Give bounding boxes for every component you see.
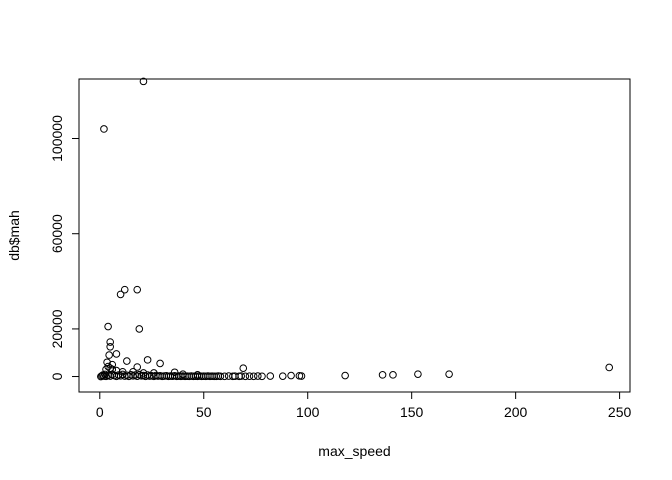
data-point (139, 77, 148, 86)
data-point (133, 285, 142, 294)
x-tick-label: 200 (504, 404, 528, 420)
x-tick-label: 150 (400, 404, 424, 420)
data-point (143, 356, 152, 364)
data-point (123, 357, 131, 365)
y-tick-label: 20000 (49, 309, 65, 348)
data-point (266, 372, 275, 380)
data-point (287, 371, 295, 380)
data-point (100, 125, 108, 133)
data-point (258, 372, 266, 381)
data-point (254, 372, 262, 380)
x-tick-label: 0 (96, 404, 104, 420)
data-point (237, 372, 245, 380)
data-point (605, 363, 614, 372)
data-point (112, 350, 121, 358)
x-axis: 0 50 100 150 200 250 (96, 391, 632, 420)
data-point (116, 290, 125, 299)
data-point (156, 359, 164, 368)
x-tick-label: 100 (296, 404, 320, 420)
data-point (249, 372, 258, 381)
data-point (120, 285, 129, 294)
data-point (170, 368, 179, 377)
data-point (97, 372, 105, 381)
data-point (106, 338, 114, 346)
data-point (216, 372, 225, 381)
data-point (101, 370, 109, 379)
x-axis-label: max_speed (318, 443, 390, 459)
data-point (135, 325, 144, 333)
y-tick-label: 0 (49, 372, 65, 380)
y-axis-label: db$mah (6, 210, 22, 261)
data-point (239, 364, 248, 372)
data-points (97, 77, 614, 381)
data-point (278, 372, 287, 380)
x-tick-label: 250 (608, 404, 632, 420)
data-point (445, 370, 453, 378)
y-tick-label: 100000 (49, 115, 65, 162)
data-point (241, 372, 250, 381)
data-point (389, 371, 397, 379)
data-point (104, 322, 112, 331)
data-point (341, 371, 349, 380)
data-point (106, 342, 114, 351)
data-point (297, 372, 306, 380)
x-tick-label: 50 (196, 404, 212, 420)
data-point (245, 372, 254, 380)
data-point (414, 370, 422, 378)
y-tick-label: 60000 (49, 214, 65, 253)
data-point (220, 372, 229, 381)
plot-frame (78, 78, 631, 393)
data-point (133, 363, 142, 371)
data-point (105, 351, 113, 359)
data-point (378, 371, 387, 379)
y-axis: 0 20000 60000 100000 (49, 115, 80, 380)
